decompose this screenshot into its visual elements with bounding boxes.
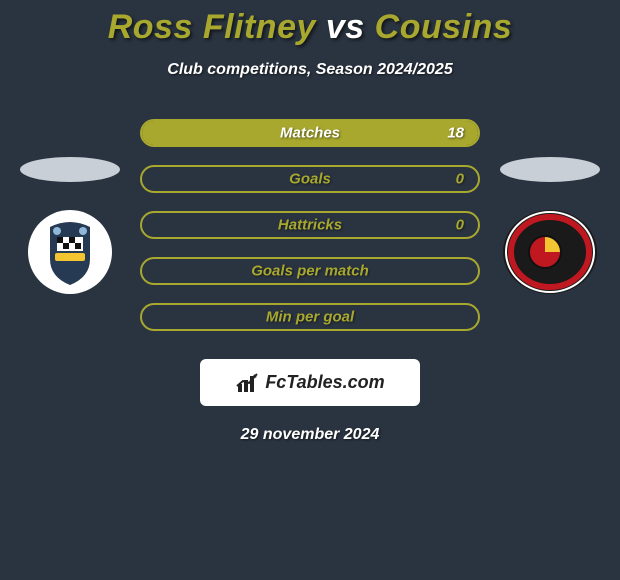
brand-attribution[interactable]: FcTables.com — [200, 359, 420, 406]
stat-value-right: 0 — [456, 171, 464, 188]
title-player-right: Cousins — [375, 8, 513, 46]
right-team-badge — [500, 207, 600, 297]
stat-bar-hattricks: Hattricks 0 — [140, 211, 480, 239]
comparison-row: Matches 18 Goals 0 Hattricks 0 Goals per match… — [0, 119, 620, 331]
stat-bar-matches: Matches 18 — [140, 119, 480, 147]
left-team-badge — [20, 207, 120, 297]
stat-label: Matches — [280, 125, 340, 142]
stat-label: Goals per match — [251, 263, 369, 280]
stat-bar-goals: Goals 0 — [140, 165, 480, 193]
stat-label: Goals — [289, 171, 331, 188]
left-player-column — [10, 153, 130, 297]
title-player-left: Ross Flitney — [108, 8, 316, 46]
chart-icon — [235, 372, 261, 394]
stat-label: Hattricks — [278, 217, 342, 234]
page-title: Ross Flitney vs Cousins — [0, 8, 620, 47]
left-team-crest-icon — [27, 209, 113, 295]
title-vs: vs — [326, 8, 365, 46]
stat-value-right: 18 — [447, 125, 464, 142]
brand-text: FcTables.com — [265, 372, 384, 393]
stat-value-right: 0 — [456, 217, 464, 234]
stats-column: Matches 18 Goals 0 Hattricks 0 Goals per match… — [140, 119, 480, 331]
stat-bar-min-per-goal: Min per goal — [140, 303, 480, 331]
stat-label: Min per goal — [266, 309, 354, 326]
right-player-avatar-slot — [500, 157, 600, 182]
left-player-avatar-slot — [20, 157, 120, 182]
right-team-crest-icon — [502, 209, 598, 295]
stat-bar-goals-per-match: Goals per match — [140, 257, 480, 285]
date-label: 29 november 2024 — [0, 426, 620, 444]
subtitle: Club competitions, Season 2024/2025 — [0, 61, 620, 79]
right-player-column — [490, 153, 610, 297]
infographic-root: Ross Flitney vs Cousins Club competition… — [0, 0, 620, 444]
